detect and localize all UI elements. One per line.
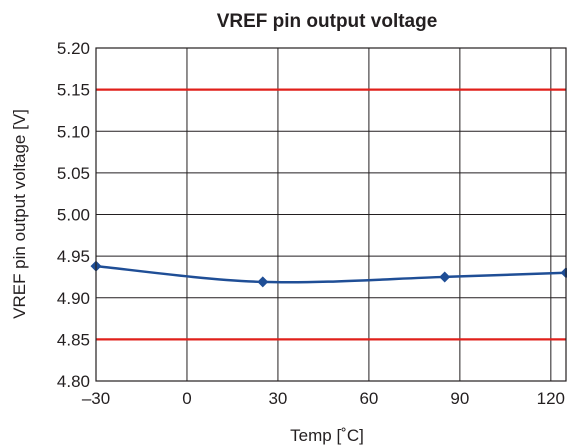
y-tick-label: 4.85 bbox=[57, 330, 90, 349]
data-series bbox=[90, 260, 567, 288]
y-tick-label: 4.95 bbox=[57, 247, 90, 266]
y-tick-labels: 4.80 4.85 4.90 4.95 5.00 5.05 5.10 5.15 5.20 bbox=[57, 39, 90, 391]
data-point-marker bbox=[439, 271, 451, 283]
x-tick-label: 0 bbox=[182, 389, 191, 408]
y-axis-label: VREF pin output voltage [V] bbox=[10, 109, 29, 319]
x-tick-labels: –30 0 30 60 90 120 bbox=[82, 389, 565, 408]
chart-title: VREF pin output voltage bbox=[217, 11, 438, 32]
x-tick-label: 90 bbox=[450, 389, 469, 408]
y-tick-label: 5.15 bbox=[57, 81, 90, 100]
grid bbox=[95, 47, 566, 382]
data-point-marker bbox=[257, 276, 269, 288]
x-tick-label: 120 bbox=[537, 389, 565, 408]
y-tick-label: 4.90 bbox=[57, 289, 90, 308]
plot-frame bbox=[95, 47, 567, 382]
x-tick-label: 30 bbox=[268, 389, 287, 408]
x-tick-label: 60 bbox=[359, 389, 378, 408]
x-tick-label: –30 bbox=[82, 389, 110, 408]
x-axis-label: Temp [˚C] bbox=[290, 426, 364, 445]
y-tick-label: 5.10 bbox=[57, 122, 90, 141]
limit-lines bbox=[96, 88, 566, 341]
y-tick-label: 5.00 bbox=[57, 206, 90, 225]
y-tick-label: 5.20 bbox=[57, 39, 90, 58]
series-line bbox=[95, 264, 567, 284]
data-point-marker bbox=[560, 267, 567, 279]
y-tick-label: 5.05 bbox=[57, 164, 90, 183]
y-tick-label: 4.80 bbox=[57, 372, 90, 391]
